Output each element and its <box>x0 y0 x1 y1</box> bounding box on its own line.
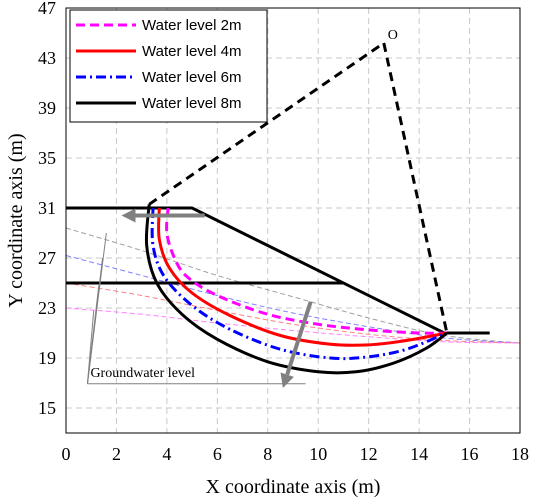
slope-structure <box>66 41 490 335</box>
legend-label: Water level 8m <box>142 95 241 112</box>
tick-labels: 0 2 4 6 8 10 12 14 16 18 15 19 23 27 31 35 39 43 47 <box>38 0 529 464</box>
center-point-label: O <box>388 28 398 43</box>
y-tick-label: 27 <box>38 248 56 268</box>
annotations: Groundwater level O <box>86 28 398 385</box>
groundwater-line <box>65 227 521 344</box>
y-tick-label: 39 <box>38 98 56 118</box>
x-tick-label: 6 <box>213 444 222 464</box>
groundwater-label: Groundwater level <box>90 366 195 381</box>
x-tick-label: 12 <box>360 444 378 464</box>
legend: Water level 2m Water level 4m Water level … <box>69 9 268 123</box>
x-tick-label: 14 <box>410 444 428 464</box>
x-tick-label: 10 <box>309 444 327 464</box>
arrows <box>121 208 313 388</box>
slope-profile-line <box>66 206 490 335</box>
x-tick-label: 18 <box>511 444 529 464</box>
series-line <box>144 204 448 375</box>
y-tick-label: 35 <box>38 148 56 168</box>
radius-line <box>382 42 449 334</box>
plot-frame <box>65 7 521 434</box>
groundwater-pointer <box>86 310 95 384</box>
groundwater-line <box>65 255 521 344</box>
y-tick-label: 19 <box>38 348 56 368</box>
y-tick-label: 31 <box>38 198 56 218</box>
series-line <box>157 207 448 347</box>
y-tick-label: 15 <box>38 398 56 418</box>
y-tick-label: 23 <box>38 298 56 318</box>
x-tick-label: 0 <box>62 444 71 464</box>
series-lines <box>144 204 448 375</box>
x-tick-label: 8 <box>263 444 272 464</box>
arrow-head <box>280 372 294 388</box>
x-axis-title: X coordinate axis (m) <box>206 476 381 498</box>
series-line <box>150 207 448 361</box>
arrow-head <box>121 208 136 223</box>
radius-line <box>148 41 385 206</box>
x-tick-label: 4 <box>162 444 171 464</box>
arrow-shaft <box>285 301 313 376</box>
groundwater-lines <box>65 227 521 344</box>
groundwater-line <box>65 282 521 344</box>
legend-label: Water level 6m <box>142 69 241 86</box>
groundwater-line <box>65 307 521 344</box>
legend-label: Water level 2m <box>142 17 241 34</box>
x-tick-label: 2 <box>112 444 121 464</box>
y-tick-label: 43 <box>38 48 56 68</box>
y-tick-label: 47 <box>38 0 56 18</box>
y-axis-title: Y coordinate axis (m) <box>5 133 27 307</box>
x-tick-label: 16 <box>461 444 479 464</box>
legend-label: Water level 4m <box>142 43 241 60</box>
